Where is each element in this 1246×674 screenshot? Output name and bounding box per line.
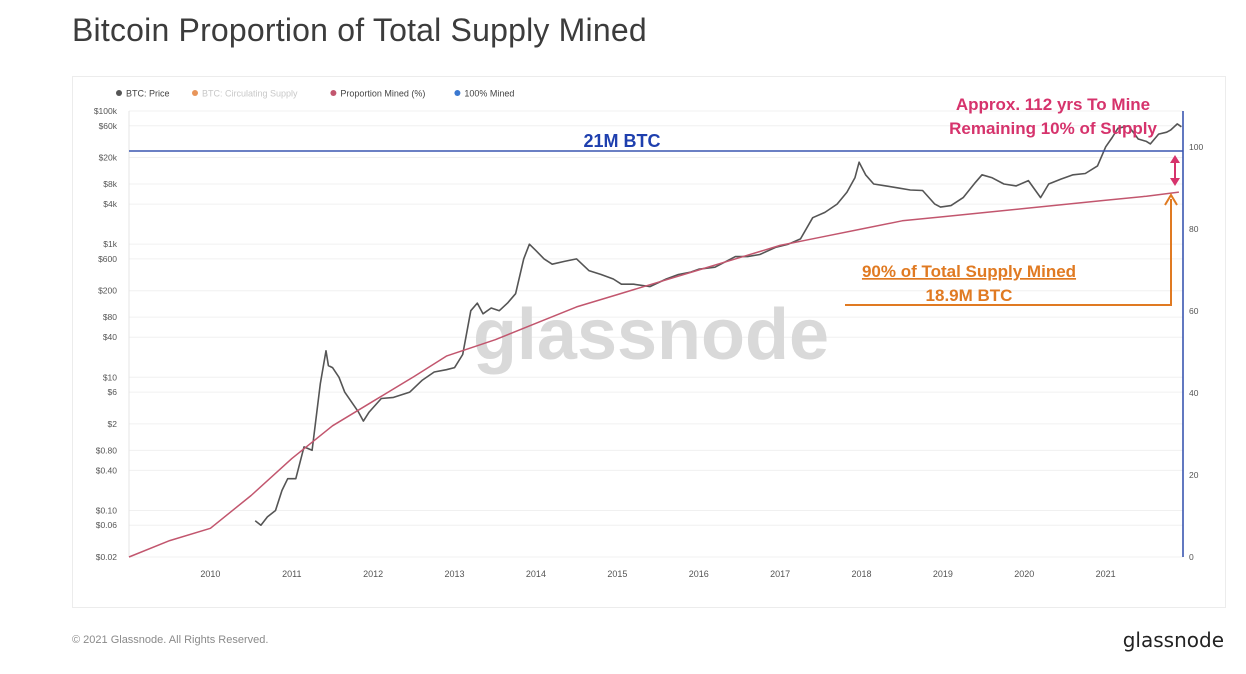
legend-marker xyxy=(454,90,461,96)
left-tick-label: $4k xyxy=(103,199,117,209)
x-tick-label: 2018 xyxy=(851,569,871,579)
footer-brand-logo: glassnode xyxy=(1122,628,1224,652)
left-tick-label: $100k xyxy=(94,106,118,116)
gridlines xyxy=(128,110,1183,558)
legend-item[interactable]: BTC: Circulating Supply xyxy=(192,89,298,99)
series-group xyxy=(128,123,1182,558)
legend-item[interactable]: 100% Mined xyxy=(454,89,514,99)
right-axis: 100 80 60 40 20 0 xyxy=(1189,142,1203,562)
right-tick-label: 100 xyxy=(1189,142,1203,152)
left-tick-label: $0.40 xyxy=(96,465,118,475)
left-tick-label: $0.80 xyxy=(96,445,118,455)
right-tick-label: 40 xyxy=(1189,388,1199,398)
footer-copyright: © 2021 Glassnode. All Rights Reserved. xyxy=(72,634,269,646)
chart-legend: BTC: Price BTC: Circulating Supply Proport… xyxy=(116,89,514,99)
x-tick-label: 2013 xyxy=(445,569,465,579)
left-tick-label: $1k xyxy=(103,239,117,249)
supply-line-label: 21M BTC xyxy=(583,131,660,151)
x-tick-label: 2017 xyxy=(770,569,790,579)
left-tick-label: $0.02 xyxy=(96,552,118,562)
remaining-arrow-down-head xyxy=(1170,178,1180,186)
remaining-label-line2: Remaining 10% of Supply xyxy=(949,119,1157,138)
mined-arrow-path xyxy=(845,199,1172,306)
right-tick-label: 20 xyxy=(1189,470,1199,480)
left-tick-label: $200 xyxy=(98,286,117,296)
x-tick-label: 2014 xyxy=(526,569,546,579)
mined-label-line2: 18.9M BTC xyxy=(926,286,1013,305)
x-tick-label: 2016 xyxy=(689,569,709,579)
legend-label: BTC: Price xyxy=(126,89,170,99)
remaining-label-line1: Approx. 112 yrs To Mine xyxy=(956,95,1150,114)
watermark: glassnode xyxy=(473,295,829,375)
mined-label-line1: 90% of Total Supply Mined xyxy=(862,262,1076,281)
legend-marker xyxy=(330,90,337,96)
chart-container: BTC: Price BTC: Circulating Supply Proport… xyxy=(72,76,1226,608)
left-axis: $100k $60k $20k $8k $4k $1k $600 $200 $80 $40 $10 $… xyxy=(94,106,118,562)
left-tick-label: $60k xyxy=(99,121,118,131)
left-tick-label: $600 xyxy=(98,254,117,264)
chart-svg: BTC: Price BTC: Circulating Supply Proport… xyxy=(94,89,1204,580)
left-tick-label: $0.10 xyxy=(96,505,118,515)
legend-item[interactable]: BTC: Price xyxy=(116,89,170,99)
x-tick-label: 2011 xyxy=(282,569,301,579)
btc-price-line xyxy=(254,123,1182,527)
left-tick-label: $10 xyxy=(103,372,117,382)
left-tick-label: $6 xyxy=(108,387,118,397)
legend-marker xyxy=(192,90,198,96)
left-tick-label: $0.06 xyxy=(96,520,118,530)
right-tick-label: 80 xyxy=(1189,224,1199,234)
legend-item[interactable]: Proportion Mined (%) xyxy=(330,89,425,99)
legend-label: Proportion Mined (%) xyxy=(340,89,425,99)
left-tick-label: $40 xyxy=(103,332,117,342)
remaining-arrow-up-head xyxy=(1170,155,1180,163)
x-tick-label: 2015 xyxy=(607,569,627,579)
x-tick-label: 2012 xyxy=(363,569,383,579)
x-tick-label: 2019 xyxy=(933,569,953,579)
left-tick-label: $2 xyxy=(108,419,118,429)
right-tick-label: 60 xyxy=(1189,306,1199,316)
annotations: 21M BTC Approx. 112 yrs To Mine Remainin… xyxy=(129,95,1184,557)
x-tick-label: 2021 xyxy=(1096,569,1116,579)
x-tick-label: 2020 xyxy=(1014,569,1034,579)
legend-label: BTC: Circulating Supply xyxy=(202,89,298,99)
left-tick-label: $80 xyxy=(103,312,117,322)
mined-arrow-head xyxy=(1164,193,1178,206)
proportion-mined-line xyxy=(128,191,1179,558)
legend-marker xyxy=(116,90,122,96)
left-tick-label: $20k xyxy=(99,153,118,163)
x-axis: 2010 2011 2012 2013 2014 2015 2016 2017 2018 2019… xyxy=(200,569,1115,579)
left-tick-label: $8k xyxy=(103,179,117,189)
page-title: Bitcoin Proportion of Total Supply Mined xyxy=(72,12,647,48)
right-tick-label: 0 xyxy=(1189,552,1194,562)
legend-label: 100% Mined xyxy=(464,89,514,99)
x-tick-label: 2010 xyxy=(200,569,220,579)
